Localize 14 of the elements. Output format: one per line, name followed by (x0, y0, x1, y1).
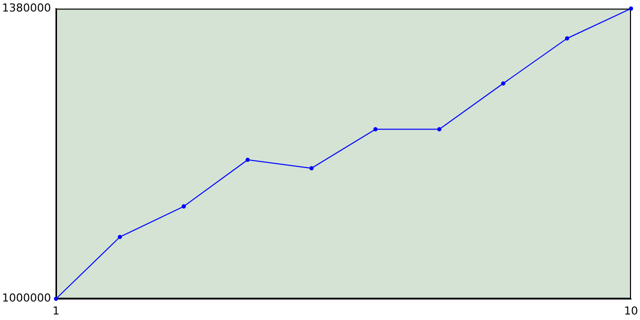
point (309, 166, 314, 170)
point (118, 234, 122, 240)
point (437, 127, 442, 132)
y-tick-label: 1380000 (2, 1, 51, 14)
x-tick-label: 10 (624, 304, 638, 318)
point (565, 36, 570, 40)
point (54, 296, 58, 301)
x-tick-label: 1 (52, 304, 60, 318)
point (501, 81, 506, 86)
point (628, 6, 634, 11)
point (373, 127, 378, 132)
point (182, 204, 186, 208)
point (246, 158, 250, 162)
y-tick-label: 1000000 (2, 292, 51, 305)
